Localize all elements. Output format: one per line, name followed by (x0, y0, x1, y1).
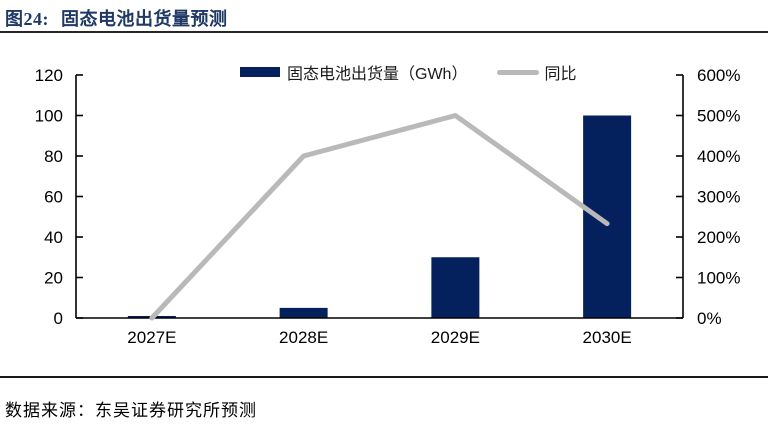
y-axis-left-tick-label: 20 (44, 269, 63, 288)
y-axis-right-tick-label: 600% (697, 66, 740, 85)
bar-series-label: 固态电池出货量（GWh） (287, 66, 468, 83)
y-axis-left-tick-label: 0 (54, 309, 63, 328)
y-axis-left-tick-label: 60 (44, 188, 63, 207)
y-axis-right-tick-label: 200% (697, 228, 740, 247)
x-axis-category-label: 2030E (583, 328, 632, 347)
line-series-label: 同比 (544, 66, 577, 83)
yoy-line-series (149, 113, 610, 321)
bar-2029E (431, 257, 480, 318)
y-axis-right-tick-label: 0% (697, 309, 722, 328)
y-axis-right-tick-label: 100% (697, 269, 740, 288)
x-axis-category-label: 2029E (431, 328, 480, 347)
bar-2028E (279, 307, 328, 318)
figure-number-label: 图24: (5, 9, 49, 29)
chart-title: 固态电池出货量预测 (61, 9, 228, 29)
y-axis-left-tick-label: 40 (44, 228, 63, 247)
title-divider-rule (0, 31, 768, 33)
chart-legend: 固态电池出货量（GWh） 同比 (240, 60, 576, 84)
line-series-swatch (497, 69, 540, 75)
legend-item-shipments: 固态电池出货量（GWh） (240, 60, 467, 84)
footer-divider-rule (0, 376, 768, 378)
x-axis-category-label: 2028E (279, 328, 328, 347)
y-axis-left-tick-label: 80 (44, 147, 63, 166)
y-axis-right-tick-label: 400% (697, 147, 740, 166)
chart-header: 图24: 固态电池出货量预测 (5, 5, 228, 31)
y-axis-right-tick-label: 300% (697, 188, 740, 207)
y-axis-left-tick-label: 100 (35, 107, 63, 126)
bar-2030E (583, 115, 632, 318)
y-axis-right-tick-label: 500% (697, 107, 740, 126)
bar-series-swatch (240, 67, 280, 77)
legend-item-yoy: 同比 (497, 60, 576, 84)
data-source-note: 数据来源：东吴证券研究所预测 (5, 401, 257, 420)
y-axis-left-tick-label: 120 (35, 66, 63, 85)
x-axis-category-label: 2027E (127, 328, 176, 347)
